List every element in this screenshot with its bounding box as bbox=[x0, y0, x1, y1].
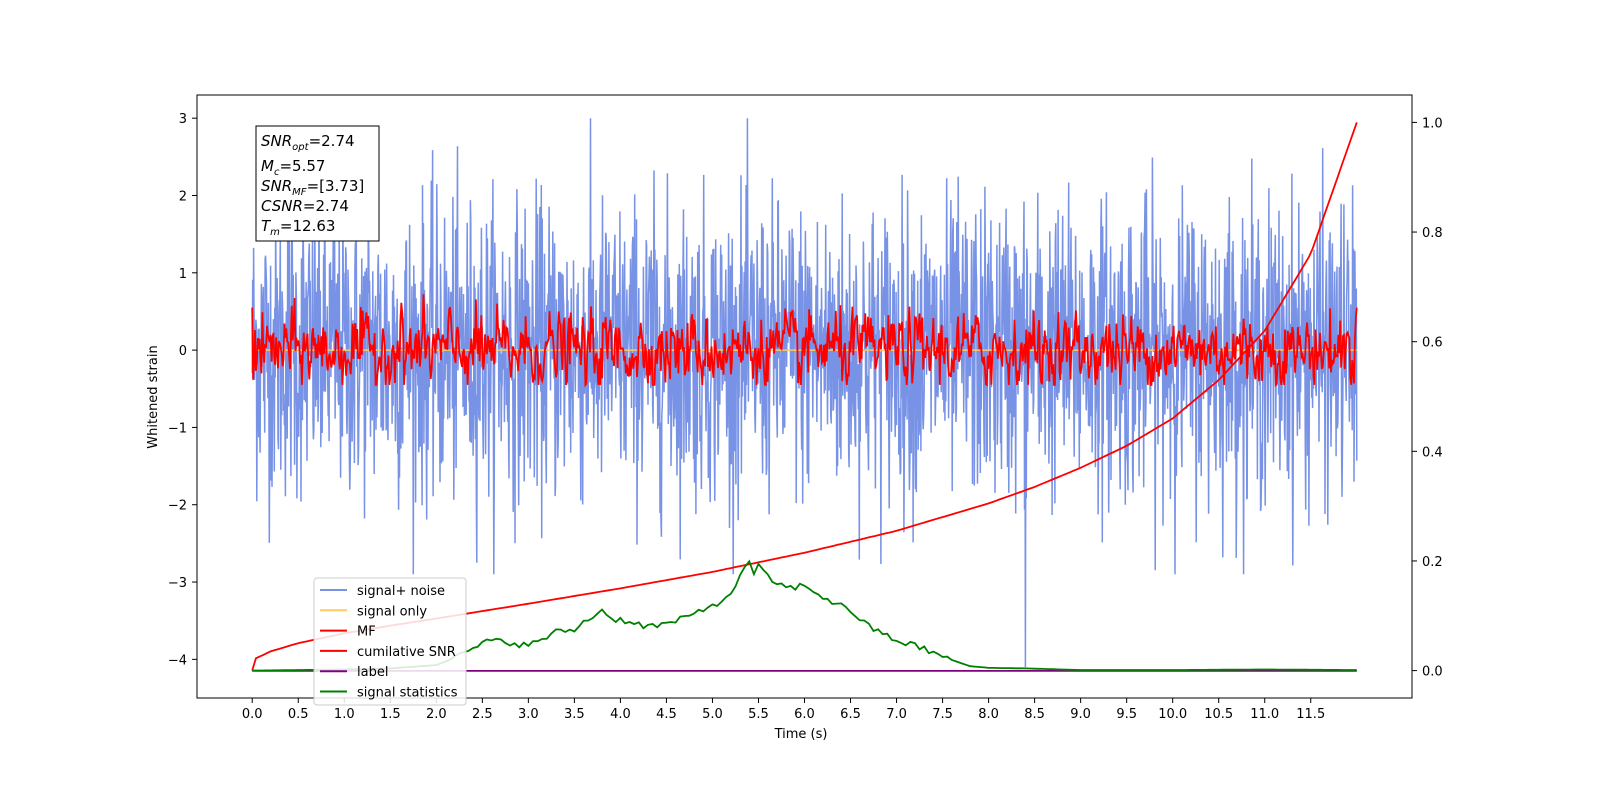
x-tick-label: 4.5 bbox=[656, 707, 677, 722]
y-tick-label: −1 bbox=[168, 421, 187, 436]
series-signal-noise bbox=[251, 118, 1358, 668]
x-axis-label: Time (s) bbox=[774, 727, 828, 742]
x-tick-label: 3.5 bbox=[564, 707, 585, 722]
y2-ticks: 1.0 0.8 0.6 0.4 0.2 0.0 bbox=[1412, 116, 1443, 680]
y2-tick-label: 0.2 bbox=[1422, 555, 1443, 570]
x-tick-label: 6.0 bbox=[794, 707, 815, 722]
y2-tick-label: 0.8 bbox=[1422, 226, 1443, 241]
y2-tick-label: 0.0 bbox=[1422, 665, 1443, 680]
x-tick-label: 5.5 bbox=[748, 707, 769, 722]
y-tick-label: 1 bbox=[179, 267, 187, 282]
x-tick-label: 8.0 bbox=[978, 707, 999, 722]
legend-label: signal+ noise bbox=[357, 584, 445, 599]
info-box: SNRopt=2.74 Mc=5.57 SNRMF=[3.73] CSNR=2.… bbox=[255, 125, 380, 242]
y-ticks: 3 2 1 0 −1 −2 −3 −4 bbox=[168, 112, 197, 668]
x-tick-label: 0.5 bbox=[288, 707, 309, 722]
x-tick-label: 11.0 bbox=[1250, 707, 1279, 722]
y2-tick-label: 0.4 bbox=[1422, 445, 1443, 460]
x-tick-label: 7.0 bbox=[886, 707, 907, 722]
x-tick-label: 7.5 bbox=[932, 707, 953, 722]
x-tick-label: 5.0 bbox=[702, 707, 723, 722]
x-tick-label: 10.0 bbox=[1158, 707, 1187, 722]
legend-label: label bbox=[357, 665, 388, 680]
legend-label: signal statistics bbox=[357, 686, 458, 701]
y-axis-label: Whitened strain bbox=[146, 345, 161, 448]
y-tick-label: 0 bbox=[179, 344, 187, 359]
info-mc: Mc=5.57 bbox=[261, 157, 325, 178]
y-tick-label: 3 bbox=[179, 112, 187, 127]
y-tick-label: −4 bbox=[168, 653, 187, 668]
x-ticks: 0.0 0.5 1.0 1.5 2.0 2.5 3.0 3.5 4.0 4.5 5.0 5.5 6.0 6… bbox=[242, 698, 1325, 722]
x-tick-label: 11.5 bbox=[1296, 707, 1325, 722]
y2-tick-label: 0.6 bbox=[1422, 336, 1443, 351]
x-tick-label: 9.0 bbox=[1070, 707, 1091, 722]
y-tick-label: −3 bbox=[168, 576, 187, 591]
x-tick-label: 6.5 bbox=[840, 707, 861, 722]
x-tick-label: 1.5 bbox=[380, 707, 401, 722]
y-tick-label: −2 bbox=[168, 499, 187, 514]
legend-label: MF bbox=[357, 625, 376, 640]
x-tick-label: 2.5 bbox=[472, 707, 493, 722]
info-tm: Tm=12.63 bbox=[261, 217, 335, 238]
legend-label: signal only bbox=[357, 604, 427, 619]
x-tick-label: 9.5 bbox=[1116, 707, 1137, 722]
series-mf bbox=[251, 294, 1358, 388]
legend-label: cumilative SNR bbox=[357, 645, 456, 660]
x-tick-label: 1.0 bbox=[334, 707, 355, 722]
x-tick-label: 2.0 bbox=[426, 707, 447, 722]
y-tick-label: 2 bbox=[179, 190, 187, 205]
x-tick-label: 4.0 bbox=[610, 707, 631, 722]
info-snr-opt: SNRopt=2.74 bbox=[261, 132, 355, 153]
x-tick-label: 0.0 bbox=[242, 707, 263, 722]
info-csnr: CSNR=2.74 bbox=[261, 197, 349, 215]
legend: signal+ noise signal only MF cumilative SNR… bbox=[313, 577, 467, 706]
x-tick-label: 10.5 bbox=[1204, 707, 1233, 722]
y2-tick-label: 1.0 bbox=[1422, 116, 1443, 131]
x-tick-label: 3.0 bbox=[518, 707, 539, 722]
x-tick-label: 8.5 bbox=[1024, 707, 1045, 722]
info-snr-mf: SNRMF=[3.73] bbox=[261, 177, 364, 198]
